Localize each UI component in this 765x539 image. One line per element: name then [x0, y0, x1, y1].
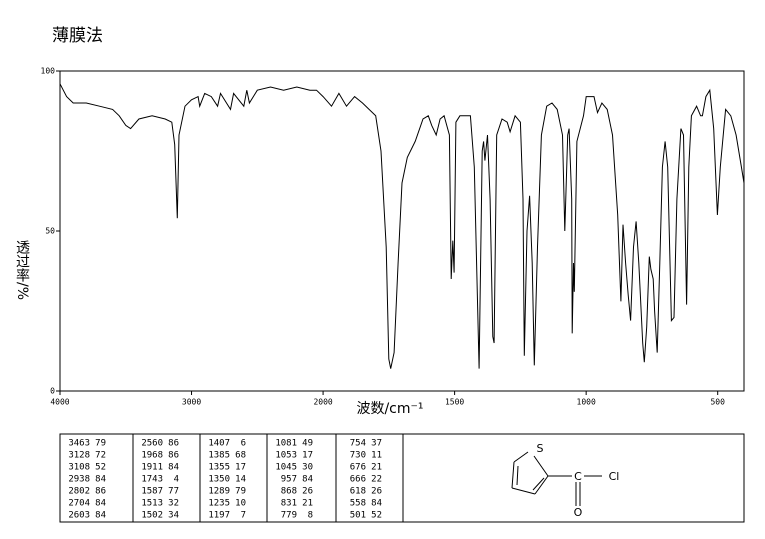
chart-title: 薄膜法 [52, 26, 103, 46]
transmittance-cell: 49 [302, 439, 313, 449]
atom-label: C [574, 470, 582, 483]
wavenumber-cell: 2603 [68, 511, 90, 521]
wavenumber-cell: 1053 [275, 451, 297, 461]
wavenumber-cell: 1350 [208, 475, 230, 485]
wavenumber-cell: 1587 [141, 487, 163, 497]
transmittance-cell: 84 [95, 475, 106, 485]
transmittance-cell: 84 [95, 499, 106, 509]
wavenumber-cell: 3128 [68, 451, 90, 461]
spectrum-line [59, 83, 745, 369]
wavenumber-cell: 730 [350, 451, 366, 461]
wavenumber-cell: 1197 [208, 511, 230, 521]
wavenumber-cell: 3463 [68, 439, 90, 449]
wavenumber-cell: 1513 [141, 499, 163, 509]
x-tick-label: 3000 [182, 398, 201, 407]
wavenumber-cell: 2560 [141, 439, 163, 449]
transmittance-cell: 4 [174, 475, 179, 485]
transmittance-cell: 84 [371, 499, 382, 509]
transmittance-cell: 84 [168, 463, 179, 473]
wavenumber-cell: 1235 [208, 499, 230, 509]
atom-label: S [537, 442, 544, 455]
transmittance-cell: 6 [241, 439, 246, 449]
x-tick-label: 4000 [50, 398, 69, 407]
wavenumber-cell: 754 [350, 439, 366, 449]
transmittance-cell: 22 [371, 475, 382, 485]
x-axis-label: 波数/cm⁻¹ [356, 401, 423, 417]
wavenumber-cell: 1045 [275, 463, 297, 473]
transmittance-cell: 84 [302, 475, 313, 485]
transmittance-cell: 10 [235, 499, 246, 509]
wavenumber-cell: 1968 [141, 451, 163, 461]
structure [511, 451, 602, 506]
transmittance-cell: 17 [302, 451, 313, 461]
transmittance-cell: 84 [95, 511, 106, 521]
wavenumber-cell: 1502 [141, 511, 163, 521]
transmittance-cell: 72 [95, 451, 106, 461]
x-tick-label: 1500 [445, 398, 464, 407]
transmittance-cell: 52 [95, 463, 106, 473]
transmittance-cell: 11 [371, 451, 382, 461]
transmittance-cell: 8 [308, 511, 313, 521]
y-tick-label: 50 [45, 227, 55, 236]
wavenumber-cell: 1289 [208, 487, 230, 497]
wavenumber-cell: 2938 [68, 475, 90, 485]
transmittance-cell: 30 [302, 463, 313, 473]
wavenumber-cell: 868 [281, 487, 297, 497]
y-axis-label: 透过率/% [14, 240, 30, 300]
x-tick-label: 500 [710, 398, 725, 407]
wavenumber-cell: 1743 [141, 475, 163, 485]
transmittance-cell: 32 [168, 499, 179, 509]
transmittance-cell: 77 [168, 487, 179, 497]
wavenumber-cell: 1911 [141, 463, 163, 473]
transmittance-cell: 26 [302, 487, 313, 497]
transmittance-cell: 26 [371, 487, 382, 497]
transmittance-cell: 21 [371, 463, 382, 473]
wavenumber-cell: 957 [281, 475, 297, 485]
transmittance-cell: 86 [168, 439, 179, 449]
transmittance-cell: 86 [95, 487, 106, 497]
wavenumber-cell: 501 [350, 511, 366, 521]
peak-table-frame [59, 433, 745, 523]
wavenumber-cell: 666 [350, 475, 366, 485]
transmittance-cell: 21 [302, 499, 313, 509]
wavenumber-cell: 831 [281, 499, 297, 509]
transmittance-cell: 14 [235, 475, 246, 485]
transmittance-cell: 7 [241, 511, 246, 521]
wavenumber-cell: 1385 [208, 451, 230, 461]
wavenumber-cell: 676 [350, 463, 366, 473]
wavenumber-cell: 618 [350, 487, 366, 497]
wavenumber-cell: 1407 [208, 439, 230, 449]
wavenumber-cell: 1081 [275, 439, 297, 449]
atom-label: O [574, 506, 583, 519]
transmittance-cell: 34 [168, 511, 179, 521]
transmittance-cell: 79 [235, 487, 246, 497]
transmittance-cell: 68 [235, 451, 246, 461]
wavenumber-cell: 779 [281, 511, 297, 521]
wavenumber-cell: 558 [350, 499, 366, 509]
atom-label: Cl [609, 470, 620, 483]
y-tick-label: 100 [41, 67, 56, 76]
y-tick-label: 0 [50, 387, 55, 396]
x-tick-label: 2000 [313, 398, 332, 407]
transmittance-cell: 52 [371, 511, 382, 521]
transmittance-cell: 79 [95, 439, 106, 449]
transmittance-cell: 86 [168, 451, 179, 461]
wavenumber-cell: 1355 [208, 463, 230, 473]
plot-frame [59, 70, 745, 392]
x-tick-label: 1000 [577, 398, 596, 407]
wavenumber-cell: 2802 [68, 487, 90, 497]
wavenumber-cell: 3108 [68, 463, 90, 473]
transmittance-cell: 37 [371, 439, 382, 449]
transmittance-cell: 17 [235, 463, 246, 473]
wavenumber-cell: 2704 [68, 499, 90, 509]
